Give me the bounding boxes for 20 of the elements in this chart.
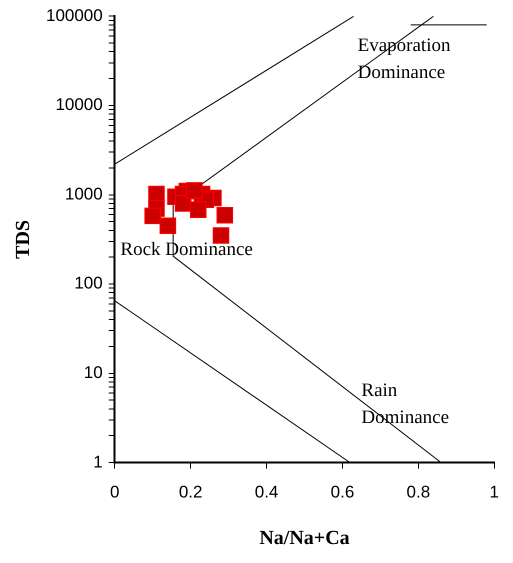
x-axis-title: Na/Na+Ca (259, 527, 350, 550)
y-axis-title: TDS (12, 220, 34, 259)
point (216, 206, 234, 224)
point (190, 201, 207, 218)
x-tick-label: 0.2 (178, 482, 202, 502)
y-tick-label: 1 (93, 452, 103, 472)
x-tick-label: 0.8 (406, 482, 430, 502)
x-tick-label: 1 (490, 482, 500, 502)
y-tick-label: 1000 (64, 184, 103, 204)
point (186, 182, 203, 199)
y-tick-label: 100 (74, 274, 103, 293)
y-tick-label: 100000 (46, 6, 103, 25)
x-tick-label: 0 (110, 482, 120, 502)
x-tick-label: 0.6 (330, 482, 354, 502)
y-tick-label: 10000 (55, 95, 103, 114)
point (144, 208, 161, 224)
x-tick-label: 0.4 (254, 482, 278, 502)
y-tick-label: 10 (84, 363, 103, 382)
point (148, 186, 165, 202)
point (160, 217, 176, 234)
